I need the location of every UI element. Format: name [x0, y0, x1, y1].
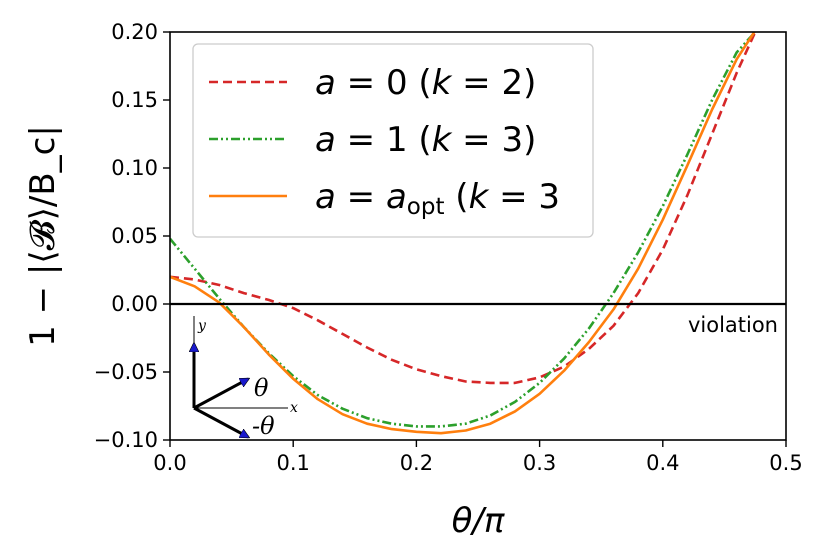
arrow-plus-theta-icon [193, 377, 248, 410]
series-layer [170, 32, 757, 435]
violation-label: violation [688, 313, 778, 337]
arrow-minus-theta-icon [193, 406, 248, 439]
angle-inset: x y θ -θ [194, 316, 298, 440]
y-tick-label: 0.20 [111, 20, 158, 44]
y-tick-label: 0.05 [111, 224, 158, 248]
y-tick-label: −0.05 [94, 360, 158, 384]
y-tick-label: 0.00 [111, 292, 158, 316]
legend: a = 0 (k = 2) a = 1 (k = 3) a = aopt (k = … [192, 43, 594, 238]
legend-label-2: a = aopt (k = 3 [315, 177, 560, 220]
x-tick-label: 0.0 [153, 451, 186, 475]
x-tick-label: 0.4 [646, 451, 679, 475]
x-tick-label: 0.2 [400, 451, 433, 475]
legend-label-1: a = 1 (k = 3) [315, 120, 536, 160]
legend-frame [192, 43, 594, 238]
inset-plus-theta-label: θ [254, 374, 269, 402]
y-tick-label: 0.10 [111, 156, 158, 180]
y-axis-label: 1 − |⟨𝓑⟩/B_c| [23, 125, 63, 347]
x-tick-label: 0.3 [523, 451, 556, 475]
series-line-1 [170, 32, 757, 428]
inset-x-label: x [290, 400, 298, 416]
series-line-2 [170, 32, 756, 435]
inset-y-label: y [197, 318, 207, 334]
inset-minus-theta-label: -θ [252, 412, 275, 440]
x-tick-label: 0.5 [769, 451, 802, 475]
legend-label-0: a = 0 (k = 2) [315, 63, 536, 103]
y-axis: −0.10 −0.05 0.00 0.05 0.10 0.15 0.20 [94, 20, 170, 452]
x-tick-label: 0.1 [276, 451, 309, 475]
y-tick-label: −0.10 [94, 428, 158, 452]
x-axis: 0.0 0.1 0.2 0.3 0.4 0.5 [153, 440, 803, 475]
y-tick-label: 0.15 [111, 88, 158, 112]
x-axis-label: θ/π [452, 501, 505, 541]
series-line-0 [170, 32, 757, 385]
